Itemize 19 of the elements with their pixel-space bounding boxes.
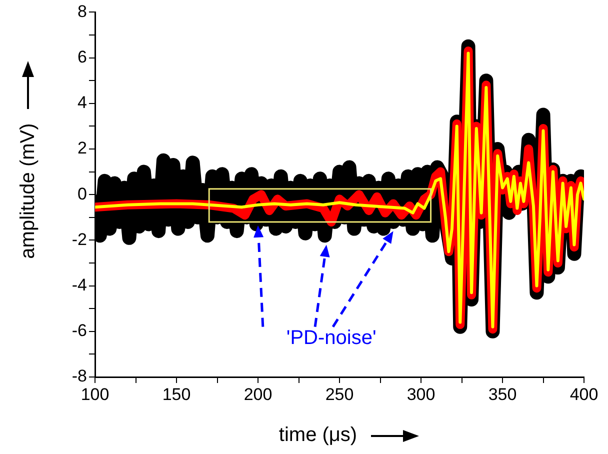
- y-tick-label: -2: [72, 230, 87, 249]
- x-tick-label: 400: [570, 384, 598, 404]
- x-tick-label: 350: [488, 384, 517, 404]
- x-tick-label: 300: [406, 384, 436, 404]
- x-tick-label: 200: [244, 384, 272, 404]
- y-tick-label: 8: [78, 2, 87, 21]
- y-tick-label: -8: [72, 366, 87, 386]
- annotation: 'PD-noise': [285, 326, 378, 350]
- y-tick-label: -6: [72, 321, 87, 340]
- x-axis-title: time (μs): [278, 424, 358, 447]
- y-tick-label: 2: [78, 138, 87, 158]
- y-tick-label: -4: [72, 275, 87, 294]
- x-tick-label: 150: [162, 384, 191, 404]
- x-tick-label: 100: [80, 384, 110, 404]
- y-tick-label: 6: [78, 47, 87, 66]
- y-tick-label: 4: [78, 93, 87, 112]
- y-axis-title: amplitude (mV): [16, 123, 40, 259]
- x-tick-label: 250: [325, 384, 354, 404]
- y-tick-label: 0: [78, 184, 87, 204]
